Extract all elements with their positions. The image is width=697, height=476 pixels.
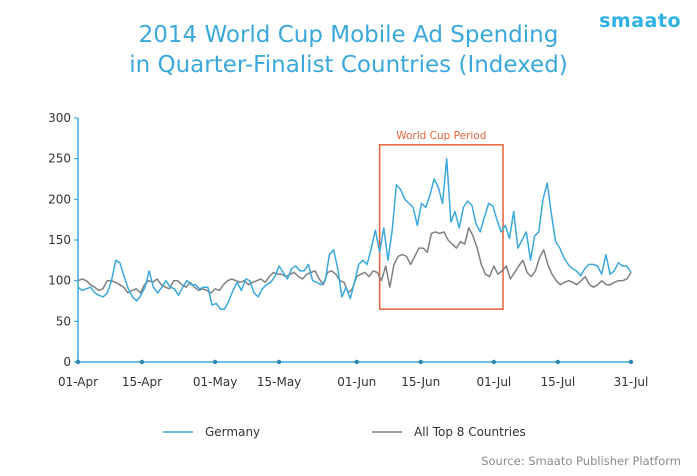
x-tick-marker [491, 359, 497, 365]
x-tick-marker [555, 359, 561, 365]
x-tick-marker [354, 359, 359, 365]
x-tick-marker [75, 359, 81, 365]
y-tick-label: 50 [56, 314, 71, 328]
chart-title-line-1: 2014 World Cup Mobile Ad Spending [138, 22, 559, 48]
legend-label: All Top 8 Countries [414, 425, 526, 439]
x-tick-label: 01-Jun [337, 375, 376, 389]
y-tick-label: 0 [63, 355, 71, 369]
x-tick-label: 15-Jul [541, 375, 576, 389]
chart-title-line-2: in Quarter-Finalist Countries (Indexed) [129, 52, 568, 78]
y-tick-label: 300 [48, 111, 71, 125]
x-tick-label: 01-Apr [58, 375, 98, 389]
smaato-logo: smaato [599, 10, 681, 32]
y-tick-label: 100 [48, 274, 71, 288]
chart-title: 2014 World Cup Mobile Ad Spending in Qua… [0, 20, 697, 80]
x-tick-label: 15-Apr [122, 375, 162, 389]
x-tick-label: 01-May [193, 375, 237, 389]
world-cup-period-box [378, 144, 504, 310]
x-tick-marker [276, 359, 282, 365]
y-tick-label: 150 [48, 233, 71, 247]
x-tick-label: 31-Jul [614, 375, 649, 389]
x-tick-label: 01-Jul [477, 375, 512, 389]
y-tick-label: 200 [48, 192, 71, 206]
world-cup-period-label: World Cup Period [396, 130, 486, 142]
x-tick-label: 15-Jun [401, 375, 440, 389]
source-note: Source: Smaato Publisher Platform [481, 454, 681, 468]
x-tick-marker [139, 359, 145, 365]
legend-label: Germany [205, 425, 260, 439]
y-tick-label: 250 [48, 152, 71, 166]
x-tick-marker [418, 359, 423, 365]
x-tick-label: 15-May [257, 375, 301, 389]
x-tick-marker [212, 359, 218, 365]
series-line [77, 157, 632, 310]
x-tick-marker [628, 359, 634, 365]
